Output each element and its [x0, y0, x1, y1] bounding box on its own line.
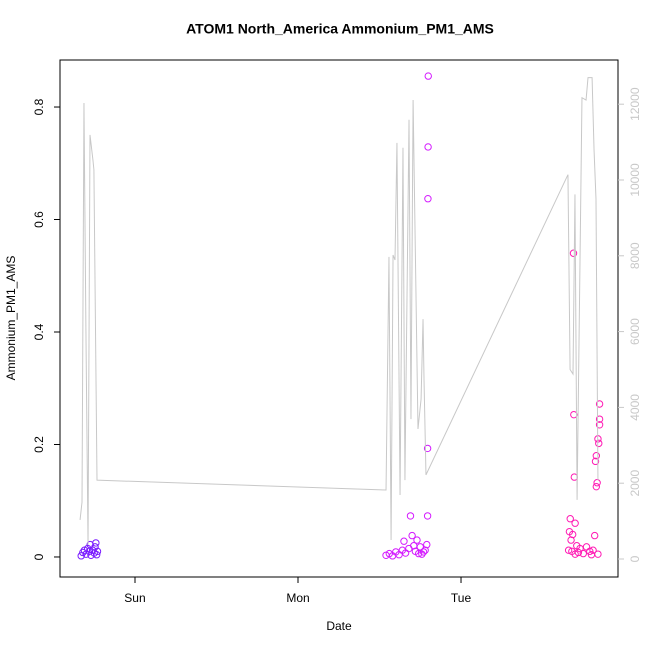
point — [592, 482, 601, 491]
y-tick-label: 0 — [32, 553, 46, 560]
x-tick-label: Mon — [286, 591, 309, 605]
y-tick-label: 0.2 — [32, 436, 46, 453]
y2-tick-label: 8000 — [628, 242, 642, 269]
y-axis-label: Ammonium_PM1_AMS — [4, 256, 18, 381]
point — [77, 552, 85, 560]
point — [586, 547, 594, 556]
point — [414, 549, 423, 558]
y-tick-label: 0.8 — [32, 98, 46, 115]
chart-title: ATOM1 North_America Ammonium_PM1_AMS — [186, 21, 494, 37]
x-tick-label: Tue — [451, 591, 472, 605]
point — [579, 549, 587, 558]
y2-tick-label: 6000 — [628, 318, 642, 345]
y-tick-label: 0.4 — [32, 323, 46, 340]
y2-tick-label: 0 — [628, 555, 642, 562]
y2-tick-label: 10000 — [628, 163, 642, 197]
point — [416, 543, 424, 551]
point — [91, 543, 99, 551]
point — [569, 249, 578, 257]
point — [424, 72, 432, 80]
point — [595, 439, 603, 448]
point — [571, 519, 579, 527]
point — [419, 548, 428, 556]
point — [593, 479, 601, 487]
point — [576, 544, 584, 553]
point — [595, 400, 604, 408]
point — [582, 543, 591, 551]
point — [570, 410, 578, 419]
point — [591, 457, 600, 466]
point — [590, 531, 599, 540]
point — [423, 444, 432, 453]
point — [589, 546, 597, 554]
y-tick-label: 0.6 — [32, 211, 46, 228]
point — [92, 551, 101, 559]
point — [592, 452, 601, 460]
point — [400, 537, 408, 545]
plot-frame — [59, 59, 619, 578]
point — [594, 550, 602, 558]
point — [408, 531, 416, 540]
point — [568, 530, 577, 539]
point — [93, 547, 102, 556]
point — [406, 512, 415, 520]
point — [92, 539, 100, 547]
point — [423, 540, 431, 549]
point — [595, 421, 604, 429]
point — [587, 551, 596, 559]
point — [564, 546, 573, 554]
point — [424, 143, 432, 151]
point — [424, 194, 432, 203]
y2-tick-label: 4000 — [628, 394, 642, 421]
point — [595, 415, 604, 423]
point — [574, 548, 583, 557]
point — [423, 512, 432, 520]
x-tick-label: Sun — [124, 591, 145, 605]
y2-tick-label: 2000 — [628, 470, 642, 497]
altitude-line — [79, 77, 599, 545]
point — [566, 515, 574, 523]
x-axis-label: Date — [326, 619, 352, 633]
y2-tick-label: 12000 — [628, 87, 642, 121]
point — [413, 536, 421, 544]
